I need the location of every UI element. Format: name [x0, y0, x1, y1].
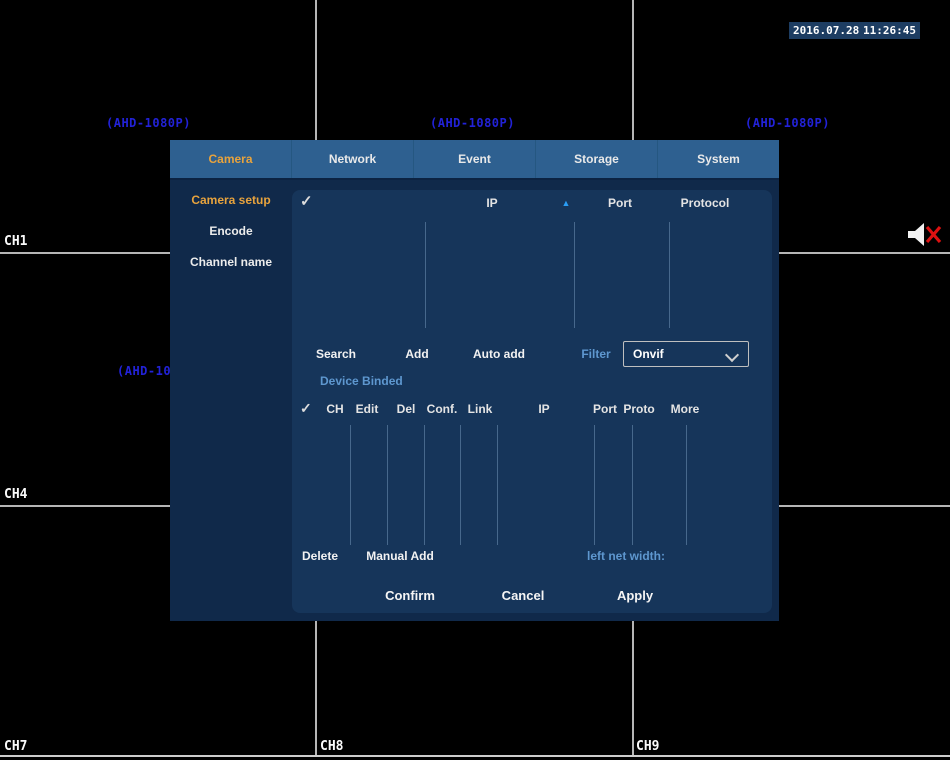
datetime-display: 2016.07.28 11:26:45: [789, 22, 920, 39]
signal-type-label: (AHD-1080P): [106, 116, 191, 130]
sidebar-item-channel-name[interactable]: Channel name: [189, 255, 273, 269]
column-header-edit: Edit: [355, 402, 379, 416]
left-net-width-label: left net width:: [587, 549, 665, 563]
column-header-binded-port: Port: [593, 402, 617, 416]
tab-storage[interactable]: Storage: [535, 140, 657, 178]
filter-dropdown-value: Onvif: [633, 347, 664, 361]
column-divider: [425, 222, 426, 328]
settings-dialog: Camera Network Event Storage System Came…: [170, 140, 779, 621]
cancel-button[interactable]: Cancel: [501, 588, 545, 603]
column-divider: [574, 222, 575, 328]
grid-line-bottom: [0, 755, 950, 757]
channel-label-ch4: CH4: [4, 487, 28, 502]
column-divider: [424, 425, 425, 545]
column-divider: [632, 425, 633, 545]
column-divider: [460, 425, 461, 545]
sidebar-item-camera-setup[interactable]: Camera setup: [191, 193, 271, 207]
time-text: 11:26:45: [863, 24, 916, 37]
settings-tab-bar: Camera Network Event Storage System: [170, 140, 779, 180]
column-divider: [350, 425, 351, 545]
manual-add-button[interactable]: Manual Add: [366, 549, 434, 563]
camera-setup-panel: ✓ IP ▲ Port Protocol Search Add Auto add…: [292, 190, 772, 613]
sidebar-item-encode[interactable]: Encode: [209, 224, 253, 238]
column-divider: [594, 425, 595, 545]
channel-label-ch8: CH8: [320, 739, 344, 754]
column-divider: [669, 222, 670, 328]
tab-event[interactable]: Event: [413, 140, 535, 178]
tab-system[interactable]: System: [657, 140, 779, 178]
add-button[interactable]: Add: [405, 347, 429, 361]
column-header-link: Link: [467, 402, 493, 416]
signal-type-label: (AHD-1080P): [430, 116, 515, 130]
date-text: 2016.07.28: [793, 24, 860, 37]
column-divider: [387, 425, 388, 545]
signal-type-label: (AHD-1080P): [745, 116, 830, 130]
select-all-binded-checkbox[interactable]: ✓: [300, 400, 312, 416]
channel-label-ch9: CH9: [636, 739, 660, 754]
apply-button[interactable]: Apply: [616, 588, 654, 603]
column-header-more: More: [670, 402, 700, 416]
filter-dropdown[interactable]: Onvif: [623, 341, 749, 367]
column-header-port[interactable]: Port: [608, 196, 632, 210]
search-button[interactable]: Search: [315, 347, 357, 361]
tab-camera[interactable]: Camera: [208, 152, 253, 166]
column-divider: [686, 425, 687, 545]
column-header-proto: Proto: [623, 402, 655, 416]
channel-label-ch1: CH1: [4, 234, 28, 249]
column-header-ch: CH: [326, 402, 344, 416]
sort-ascending-icon: ▲: [561, 198, 571, 208]
column-header-conf: Conf.: [426, 402, 458, 416]
settings-dialog-body: Camera setup Encode Channel name ✓ IP ▲ …: [170, 180, 779, 621]
column-header-protocol[interactable]: Protocol: [680, 196, 730, 210]
audio-mute-icon[interactable]: [906, 221, 944, 248]
select-all-checkbox[interactable]: ✓: [300, 193, 313, 210]
tab-network[interactable]: Network: [291, 140, 413, 178]
column-header-del: Del: [396, 402, 416, 416]
confirm-button[interactable]: Confirm: [385, 588, 435, 603]
delete-button[interactable]: Delete: [301, 549, 339, 563]
column-header-binded-ip: IP: [538, 402, 550, 416]
mute-cross-icon: [925, 225, 942, 244]
channel-label-ch7: CH7: [4, 739, 28, 754]
auto-add-button[interactable]: Auto add: [473, 347, 525, 361]
speaker-icon: [908, 223, 924, 246]
column-divider: [497, 425, 498, 545]
device-binded-label: Device Binded: [320, 374, 403, 388]
chevron-down-icon: [724, 347, 740, 363]
column-header-ip[interactable]: IP: [486, 196, 498, 210]
filter-label: Filter: [581, 347, 611, 361]
